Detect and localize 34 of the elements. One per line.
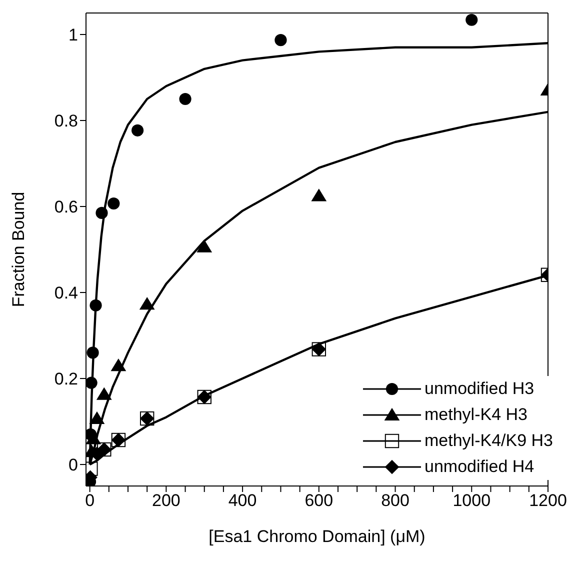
point [86, 376, 98, 389]
x-tick-label: 1000 [452, 491, 491, 510]
point [131, 124, 144, 136]
point [466, 14, 478, 26]
legend-label: methyl-K4/K9 H3 [424, 431, 553, 451]
point [96, 387, 112, 400]
legend-label: methyl-K4 H3 [424, 405, 528, 425]
point [96, 206, 108, 219]
x-tick-label: 0 [85, 491, 95, 510]
point [179, 92, 192, 106]
x-tick-label: 400 [228, 491, 257, 510]
x-tick-label: 800 [381, 491, 410, 510]
x-tick-label: 200 [152, 491, 180, 510]
y-tick-label: 0 [68, 456, 78, 475]
point [311, 188, 327, 202]
point [108, 197, 120, 210]
x-axis-title: [Esa1 Chromo Domain] (μM) [208, 527, 426, 546]
point [90, 299, 102, 312]
point [139, 296, 155, 310]
point [86, 346, 99, 359]
x-tick-label: 600 [304, 491, 334, 510]
point [196, 240, 212, 252]
y-axis-title: Fraction Bound [9, 192, 28, 308]
point [89, 411, 105, 424]
y-tick-label: 0.4 [54, 284, 78, 303]
point [110, 358, 126, 372]
y-tick-label: 1 [68, 26, 78, 45]
y-tick-label: 0.2 [54, 370, 78, 389]
legend-label: unmodified H4 [424, 457, 534, 477]
x-tick-label: 1200 [529, 491, 567, 510]
y-tick-label: 0.6 [54, 198, 78, 217]
legend-label: unmodified H3 [424, 379, 534, 399]
y-tick-label: 0.8 [54, 112, 78, 131]
point [274, 34, 287, 46]
